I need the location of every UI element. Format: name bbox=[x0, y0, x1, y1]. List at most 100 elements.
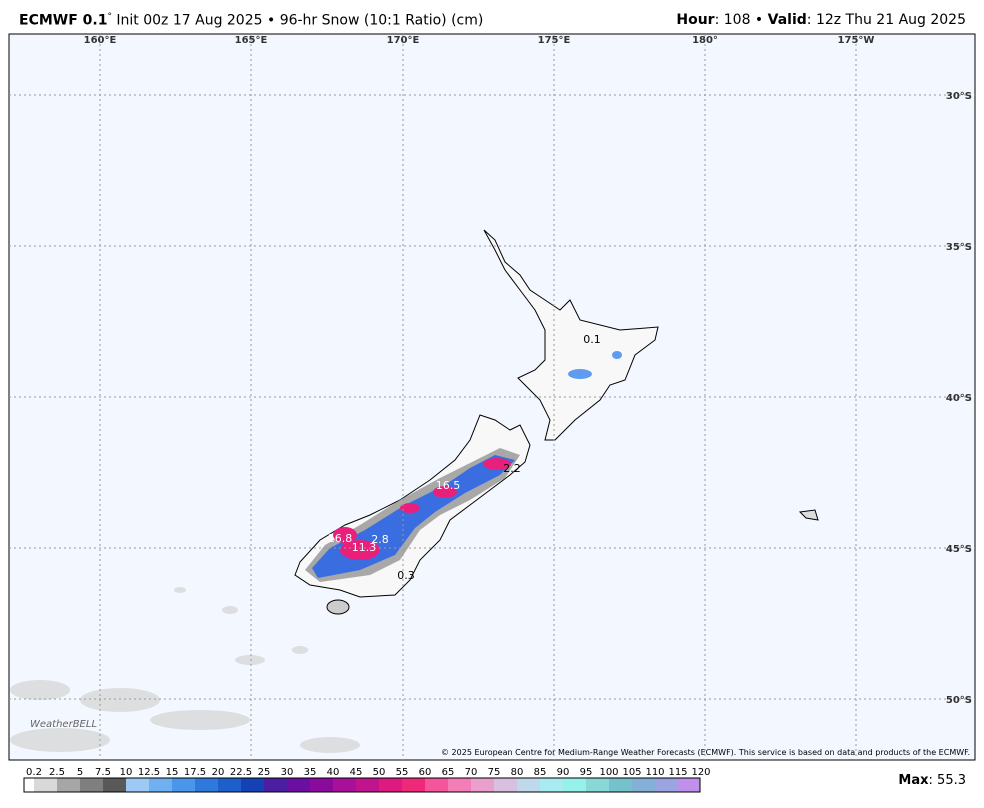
colorbar-cell bbox=[586, 778, 609, 792]
colorbar-cell bbox=[540, 778, 563, 792]
colorbar-label: 15 bbox=[166, 767, 179, 778]
colorbar-label: 20 bbox=[212, 767, 225, 778]
value-label: 16.5 bbox=[436, 479, 461, 492]
latitude-label: 50°S bbox=[946, 695, 972, 706]
colorbar-label: 25 bbox=[258, 767, 271, 778]
colorbar-cell bbox=[149, 778, 172, 792]
logo: WeatherBELL bbox=[30, 719, 97, 730]
degree: ° bbox=[107, 12, 112, 22]
colorbar-label: 105 bbox=[622, 767, 641, 778]
colorbar-label: 12.5 bbox=[138, 767, 160, 778]
colorbar-outline bbox=[23, 777, 701, 793]
colorbar-cell bbox=[678, 778, 700, 792]
hour-label: Hour bbox=[676, 12, 715, 28]
colorbar-label: 22.5 bbox=[230, 767, 252, 778]
colorbar-label: 60 bbox=[419, 767, 432, 778]
colorbar-cell bbox=[379, 778, 402, 792]
colorbar-label: 95 bbox=[580, 767, 593, 778]
value-label: 16.8 bbox=[328, 532, 353, 545]
colorbar-label: 115 bbox=[668, 767, 687, 778]
colorbar-label: 35 bbox=[304, 767, 317, 778]
colorbar-label: 85 bbox=[534, 767, 547, 778]
hour-value: : 108 • bbox=[714, 12, 768, 28]
colorbar-cell bbox=[195, 778, 218, 792]
colorbar-label: 55 bbox=[396, 767, 409, 778]
longitude-label: 175°W bbox=[838, 35, 875, 46]
latitude-label: 40°S bbox=[946, 393, 972, 404]
colorbar-label: 80 bbox=[511, 767, 524, 778]
colorbar-label: 10 bbox=[120, 767, 133, 778]
colorbar-cell bbox=[471, 778, 494, 792]
colorbar-cell bbox=[80, 778, 103, 792]
longitude-label: 165°E bbox=[235, 35, 268, 46]
longitude-label: 170°E bbox=[387, 35, 420, 46]
max-number: : 55.3 bbox=[929, 773, 966, 788]
colorbar-label: 30 bbox=[281, 767, 294, 778]
colorbar-cell bbox=[172, 778, 195, 792]
title: ECMWF 0.1° Init 00z 17 Aug 2025 • 96-hr … bbox=[19, 12, 483, 29]
colorbar-cell bbox=[57, 778, 80, 792]
value-label: 11.3 bbox=[352, 541, 377, 554]
colorbar-label: 110 bbox=[645, 767, 664, 778]
colorbar-cell bbox=[517, 778, 540, 792]
value-label: 2.2 bbox=[503, 462, 521, 475]
colorbar-label: 65 bbox=[442, 767, 455, 778]
description: Init 00z 17 Aug 2025 • 96-hr Snow (10:1 … bbox=[116, 12, 484, 29]
snow-north bbox=[568, 351, 622, 379]
colorbar-cell bbox=[356, 778, 379, 792]
valid-value: : 12z Thu 21 Aug 2025 bbox=[806, 12, 966, 28]
colorbar-cell bbox=[103, 778, 126, 792]
latitude-label: 45°S bbox=[946, 544, 972, 555]
colorbar-label: 75 bbox=[488, 767, 501, 778]
max-value: Max: 55.3 bbox=[898, 773, 966, 788]
colorbar-label: 5 bbox=[77, 767, 83, 778]
value-label: 0.3 bbox=[397, 569, 415, 582]
colorbar-cell bbox=[218, 778, 241, 792]
colorbar-cell bbox=[264, 778, 287, 792]
colorbar-cell bbox=[563, 778, 586, 792]
colorbar-label: 45 bbox=[350, 767, 363, 778]
colorbar-cell bbox=[402, 778, 425, 792]
colorbar-cell bbox=[609, 778, 632, 792]
colorbar-cell bbox=[34, 778, 57, 792]
colorbar-cell bbox=[126, 778, 149, 792]
colorbar-cell bbox=[310, 778, 333, 792]
value-label: 2.8 bbox=[371, 533, 389, 546]
value-label: 0.1 bbox=[583, 333, 601, 346]
colorbar-label: 120 bbox=[691, 767, 710, 778]
colorbar-cell bbox=[287, 778, 310, 792]
colorbar-label: 2.5 bbox=[49, 767, 65, 778]
latitude-label: 30°S bbox=[946, 91, 972, 102]
max-label: Max bbox=[898, 773, 929, 788]
colorbar-cell bbox=[655, 778, 678, 792]
valid-label: Valid bbox=[767, 12, 807, 28]
colorbar-cell bbox=[425, 778, 448, 792]
longitude-label: 180° bbox=[692, 35, 718, 46]
colorbar-cell bbox=[494, 778, 517, 792]
colorbar-cell bbox=[632, 778, 655, 792]
longitude-label: 175°E bbox=[538, 35, 571, 46]
stewart-island bbox=[326, 599, 350, 615]
colorbar-label: 7.5 bbox=[95, 767, 111, 778]
north-island bbox=[483, 229, 659, 441]
longitude-label: 160°E bbox=[84, 35, 117, 46]
colorbar-label: 17.5 bbox=[184, 767, 206, 778]
snow-pink bbox=[333, 458, 511, 560]
latitude-label: 35°S bbox=[946, 242, 972, 253]
colorbar-label: 100 bbox=[599, 767, 618, 778]
copyright: © 2025 European Centre for Medium-Range … bbox=[441, 748, 970, 757]
chatham-islands bbox=[798, 509, 819, 521]
colorbar-cell bbox=[241, 778, 264, 792]
colorbar-label: 50 bbox=[373, 767, 386, 778]
colorbar-label: 0.2 bbox=[26, 767, 42, 778]
colorbar-label: 70 bbox=[465, 767, 478, 778]
model: ECMWF 0.1 bbox=[19, 12, 108, 29]
colorbar-label: 90 bbox=[557, 767, 570, 778]
colorbar-cell bbox=[333, 778, 356, 792]
colorbar-label: 40 bbox=[327, 767, 340, 778]
colorbar-cell bbox=[448, 778, 471, 792]
valid-info: Hour: 108 • Valid: 12z Thu 21 Aug 2025 bbox=[676, 12, 966, 28]
colorbar-cell bbox=[24, 778, 34, 792]
